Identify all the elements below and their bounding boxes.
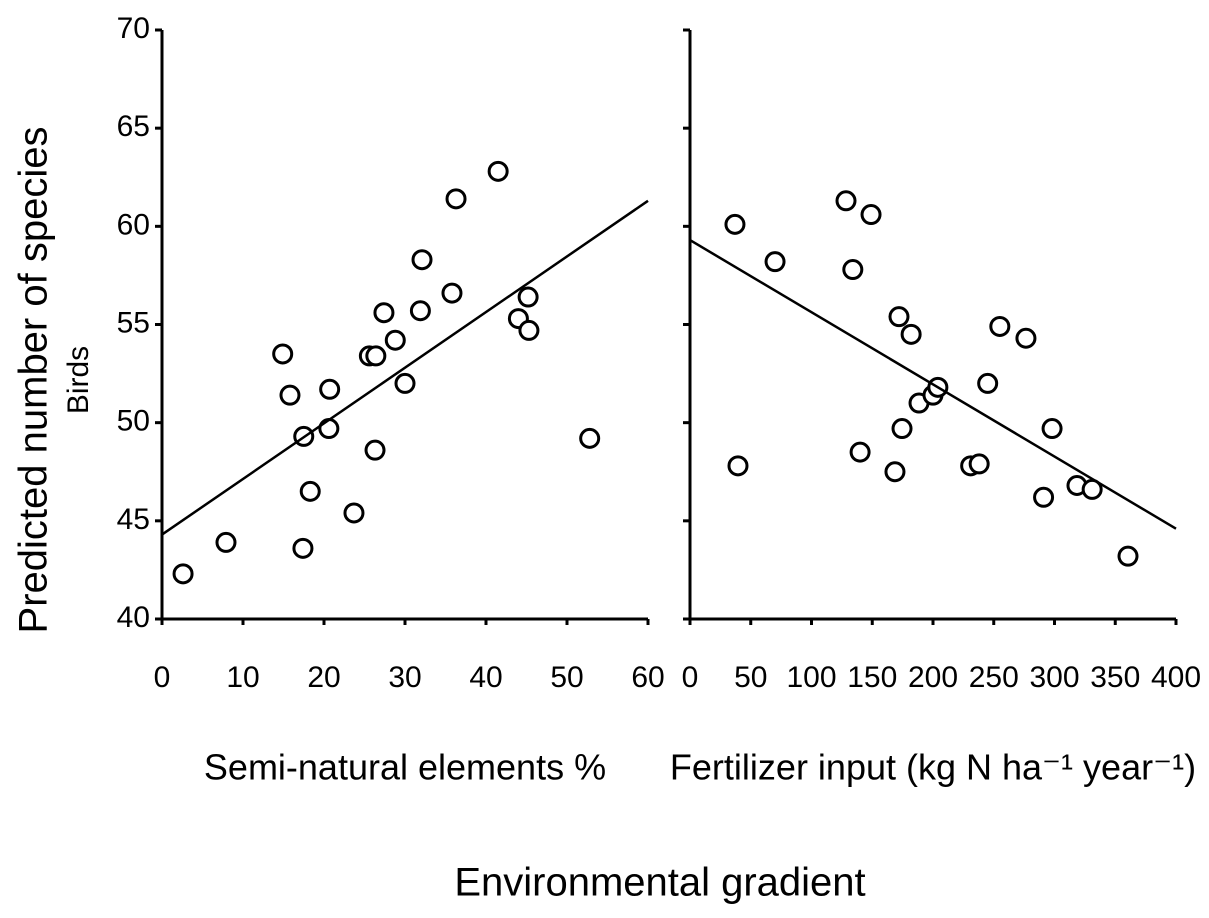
point	[900, 323, 922, 345]
x-tick-label: 200	[908, 661, 958, 694]
y-axis-label: Predicted number of species	[12, 127, 56, 634]
y-tick-label: 60	[117, 208, 150, 241]
trend-line	[689, 239, 1177, 530]
x-tick-label: 50	[734, 661, 767, 694]
point	[518, 319, 540, 341]
trend-line	[161, 199, 649, 536]
point	[441, 282, 463, 304]
point	[1041, 418, 1063, 440]
point	[727, 455, 749, 477]
x-tick-label: 250	[969, 661, 1019, 694]
point	[724, 213, 746, 235]
point	[842, 259, 864, 281]
point	[968, 453, 990, 475]
y-tick-label: 45	[117, 503, 150, 536]
point	[279, 384, 301, 406]
y-tick-label: 65	[117, 110, 150, 143]
point	[1117, 545, 1139, 567]
x-axis-label: Semi-natural elements %	[204, 747, 606, 788]
point	[373, 302, 395, 324]
x-tick-label: 350	[1090, 661, 1140, 694]
point	[849, 441, 871, 463]
x-tick-label: 20	[307, 661, 340, 694]
x-axis-label: Environmental gradient	[454, 861, 865, 905]
y-tick-label: 40	[117, 601, 150, 634]
point	[517, 286, 539, 308]
point	[172, 563, 194, 585]
point	[394, 372, 416, 394]
x-tick-label: 10	[226, 661, 259, 694]
x-tick-label: 150	[847, 661, 897, 694]
y-tick-label: 50	[117, 405, 150, 438]
x-tick-label: 30	[388, 661, 421, 694]
x-tick-label: 0	[682, 661, 699, 694]
point	[764, 251, 786, 273]
x-tick-label: 0	[154, 661, 171, 694]
point	[343, 502, 365, 524]
point	[989, 315, 1011, 337]
point	[292, 537, 314, 559]
point	[299, 480, 321, 502]
x-axis-label: Fertilizer input (kg N ha⁻¹ year⁻¹)	[670, 747, 1196, 788]
x-tick-label: 100	[786, 661, 836, 694]
x-tick-label: 400	[1151, 661, 1201, 694]
point	[835, 190, 857, 212]
point	[888, 306, 910, 328]
x-tick-label: 50	[550, 661, 583, 694]
point	[318, 418, 340, 440]
point	[272, 343, 294, 365]
point	[409, 300, 431, 322]
point	[319, 378, 341, 400]
point	[1033, 486, 1055, 508]
point	[365, 345, 387, 367]
x-tick-label: 60	[631, 661, 664, 694]
point	[891, 418, 913, 440]
point	[364, 439, 386, 461]
subtitle: Birds	[62, 346, 95, 414]
point	[860, 204, 882, 226]
point	[384, 329, 406, 351]
point	[1081, 478, 1103, 500]
point	[487, 160, 509, 182]
point	[977, 372, 999, 394]
point	[445, 188, 467, 210]
y-tick-label: 55	[117, 306, 150, 339]
x-tick-label: 40	[469, 661, 502, 694]
x-tick-label: 300	[1029, 661, 1079, 694]
point	[215, 531, 237, 553]
point	[1015, 327, 1037, 349]
point	[884, 461, 906, 483]
point	[579, 427, 601, 449]
y-tick-label: 70	[117, 12, 150, 45]
point	[411, 249, 433, 271]
